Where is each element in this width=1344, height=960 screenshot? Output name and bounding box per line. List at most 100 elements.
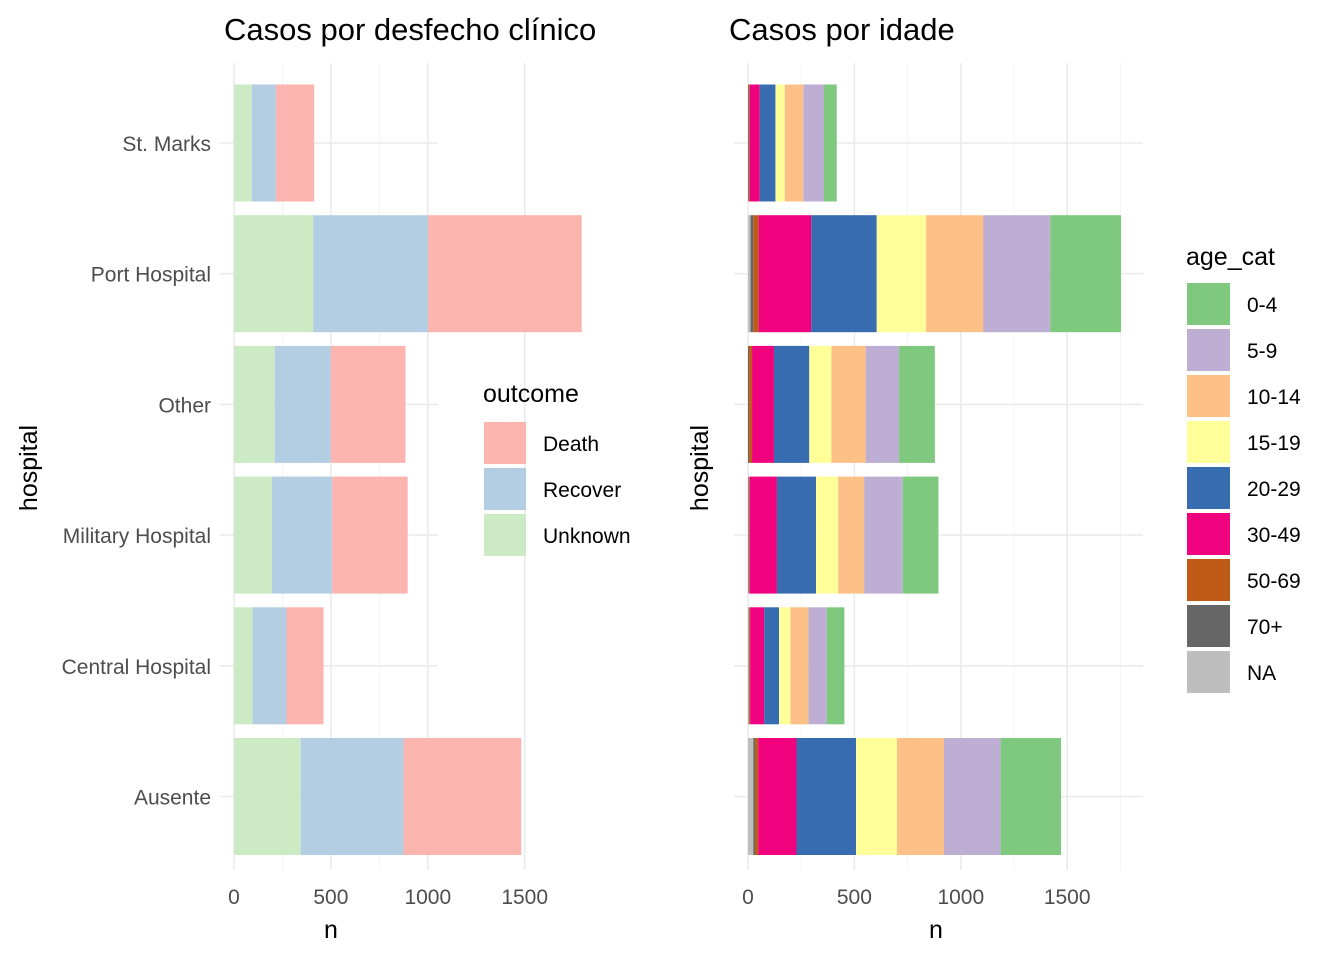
bar-ausente-5-9 — [943, 738, 1001, 855]
bar-other-30-49 — [752, 345, 774, 463]
legend-key-5-9 — [1187, 329, 1230, 371]
age-chart-y-axis-title: hospital — [686, 425, 714, 511]
x-tick-label: 1500 — [1044, 886, 1091, 909]
bar-military-hospital-30-49 — [749, 476, 777, 594]
legend-label: 0-4 — [1247, 294, 1278, 317]
bar-military-hospital-0-4 — [902, 476, 939, 594]
legend-label: NA — [1247, 662, 1276, 685]
legend-key-10-14 — [1187, 375, 1230, 417]
y-tick-label: Ausente — [134, 787, 211, 810]
bar-military-hospital-death — [332, 476, 408, 594]
outcome-chart-y-axis-title: hospital — [15, 425, 43, 511]
outcome-chart-bars — [234, 84, 582, 855]
legend-label: Death — [543, 433, 599, 456]
bar-other-0-4 — [899, 345, 935, 463]
y-tick-label: St. Marks — [122, 133, 211, 156]
bar-port-hospital-70 — [750, 215, 754, 333]
age-chart-title: Casos por idade — [729, 12, 955, 47]
legend-key-recover — [484, 468, 526, 510]
bar-st-marks-10-14 — [784, 84, 804, 202]
outcome-chart-title: Casos por desfecho clínico — [224, 12, 596, 47]
legend-key-death — [484, 422, 526, 464]
legend-label: 15-19 — [1247, 432, 1301, 455]
bar-st-marks-20-29 — [759, 84, 776, 202]
bar-central-hospital-recover — [252, 607, 287, 725]
age-legend: age_cat 0-4 5-9 10-14 15-19 20-29 30-49 50-69 7… — [1186, 243, 1301, 693]
bar-port-hospital-30-49 — [758, 215, 812, 333]
bar-ausente-10-14 — [896, 738, 944, 855]
bar-port-hospital-15-19 — [876, 215, 927, 333]
legend-key-15-19 — [1187, 421, 1230, 463]
legend-label: 20-29 — [1247, 478, 1301, 501]
bar-st-marks-0-4 — [823, 84, 837, 202]
bar-ausente-30-49 — [758, 738, 797, 855]
y-tick-label: Port Hospital — [91, 264, 211, 287]
bar-other-death — [330, 345, 406, 463]
y-tick-label: Other — [158, 394, 211, 417]
bar-port-hospital-unknown — [234, 215, 314, 333]
bar-other-unknown — [234, 345, 275, 463]
age-chart: Casos por idade 0 500 1000 1500 n hospital … — [686, 12, 1301, 944]
legend-key-50-69 — [1187, 559, 1230, 601]
bar-st-marks-70 — [748, 84, 749, 202]
legend-key-70 — [1187, 605, 1230, 647]
outcome-chart-y-ticks: St. Marks Port Hospital Other Military Hosp… — [62, 133, 211, 810]
bar-ausente-70 — [753, 738, 756, 855]
bar-central-hospital-70 — [748, 607, 750, 725]
bar-other-recover — [274, 345, 331, 463]
bar-ausente-20-29 — [796, 738, 857, 855]
bar-other-5-9 — [865, 345, 900, 463]
bar-st-marks-recover — [251, 84, 276, 202]
bar-port-hospital-10-14 — [926, 215, 984, 333]
outcome-chart: Casos por desfecho clínico St. Marks Port… — [15, 12, 631, 944]
bar-central-hospital-death — [286, 607, 324, 725]
bar-military-hospital-10-14 — [838, 476, 865, 594]
x-tick-label: 1000 — [937, 886, 984, 909]
x-tick-label: 0 — [742, 886, 754, 909]
bar-military-hospital-recover — [271, 476, 333, 594]
y-tick-label: Central Hospital — [62, 656, 211, 679]
legend-key-20-29 — [1187, 467, 1230, 509]
legend-label: 10-14 — [1247, 386, 1301, 409]
outcome-legend-title: outcome — [483, 380, 579, 408]
age-chart-bars — [748, 84, 1122, 855]
bar-military-hospital-70 — [748, 476, 750, 594]
x-tick-label: 1500 — [501, 886, 548, 909]
legend-label: 50-69 — [1247, 570, 1301, 593]
legend-label: Unknown — [543, 525, 631, 548]
bar-central-hospital-unknown — [234, 607, 253, 725]
outcome-legend: outcome Death Recover Unknown — [483, 380, 631, 556]
bar-ausente-unknown — [234, 738, 301, 855]
x-tick-label: 500 — [837, 886, 872, 909]
bar-central-hospital-na — [748, 607, 749, 725]
bar-other-20-29 — [773, 345, 810, 463]
bar-st-marks-50-69 — [748, 84, 750, 202]
bar-other-50-69 — [749, 345, 753, 463]
bar-st-marks-death — [275, 84, 315, 202]
legend-key-30-49 — [1187, 513, 1230, 555]
legend-label: Recover — [543, 479, 621, 502]
bar-other-15-19 — [809, 345, 832, 463]
x-tick-label: 500 — [313, 886, 348, 909]
age-chart-x-axis-title: n — [929, 916, 943, 944]
bar-st-marks-unknown — [234, 84, 252, 202]
bar-military-hospital-50-69 — [749, 476, 750, 594]
bar-military-hospital-unknown — [234, 476, 272, 594]
age-legend-title: age_cat — [1186, 243, 1275, 271]
legend-label: 30-49 — [1247, 524, 1301, 547]
outcome-chart-x-axis-title: n — [324, 916, 338, 944]
bar-port-hospital-0-4 — [1050, 215, 1122, 333]
bar-central-hospital-20-29 — [764, 607, 780, 725]
legend-key-unknown — [484, 514, 526, 556]
bar-port-hospital-20-29 — [811, 215, 877, 333]
bar-port-hospital-50-69 — [753, 215, 759, 333]
age-chart-x-ticks: 0 500 1000 1500 — [742, 886, 1090, 909]
bar-central-hospital-0-4 — [826, 607, 845, 725]
legend-label: 5-9 — [1247, 340, 1277, 363]
bar-central-hospital-50-69 — [749, 607, 751, 725]
bar-st-marks-5-9 — [803, 84, 824, 202]
bar-central-hospital-30-49 — [750, 607, 765, 725]
bar-ausente-death — [403, 738, 522, 855]
bar-central-hospital-10-14 — [790, 607, 809, 725]
